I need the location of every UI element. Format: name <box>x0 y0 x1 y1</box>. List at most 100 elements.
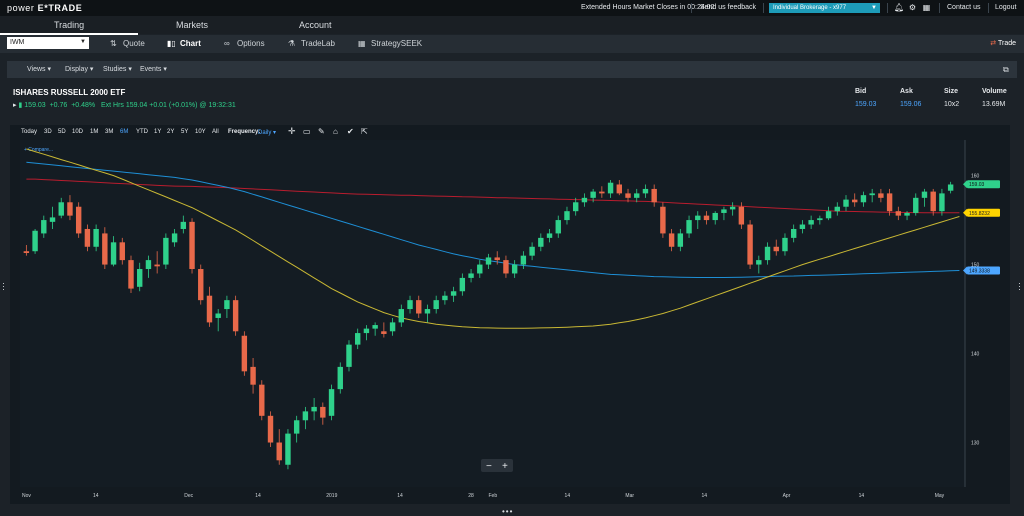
right-resize-handle[interactable]: · · · <box>1018 278 1021 294</box>
account-selector[interactable]: Individual Brokerage - x977 ▼ <box>769 3 880 13</box>
subnav-chart[interactable]: ▮▯ Chart <box>167 39 201 48</box>
magnet-icon[interactable]: ⌂ <box>333 127 338 136</box>
candle-body <box>389 322 396 332</box>
price-tag-arrow <box>963 266 967 275</box>
caret-down-icon: ▾ <box>47 66 52 73</box>
candle-body <box>285 433 291 465</box>
divider <box>887 3 888 13</box>
candle-body <box>215 313 221 318</box>
range-bar: Today 3D 5D 10D 1M 3M 6M YTD 1Y 2Y 5Y 10… <box>10 125 1010 140</box>
x-tick-label: May <box>935 493 945 499</box>
price-tag <box>967 266 1000 275</box>
crosshair-icon[interactable]: ✛ <box>288 126 296 136</box>
subnav-strategyseek[interactable]: ▦ StrategySEEK <box>358 39 422 48</box>
views-menu[interactable]: Views ▾ <box>27 65 51 73</box>
candle-body <box>337 366 343 390</box>
bell-icon[interactable]: 🔔︎ <box>894 3 905 12</box>
plot-area <box>20 140 965 487</box>
range-1m[interactable]: 1M <box>90 129 99 135</box>
chart-panel: Today 3D 5D 10D 1M 3M 6M YTD 1Y 2Y 5Y 10… <box>10 125 1010 504</box>
range-5d[interactable]: 5D <box>58 129 66 135</box>
tab-trading[interactable]: Trading <box>54 20 85 30</box>
candle-body <box>250 366 256 385</box>
subnav-quote[interactable]: ⇅ Quote <box>110 39 145 48</box>
frequency-select[interactable]: Daily ▾ <box>258 129 276 136</box>
candle-body <box>590 191 596 198</box>
bid-value: 159.03 <box>855 101 877 108</box>
candle-body <box>171 233 178 243</box>
check-circle-icon[interactable]: ✔ <box>347 127 354 136</box>
share-icon[interactable]: ⇱ <box>361 127 368 136</box>
brand-logo[interactable]: power E*TRADE <box>7 3 82 13</box>
pencil-icon[interactable]: ✎ <box>318 127 325 136</box>
candle-body <box>232 300 239 332</box>
zoom-out-button[interactable]: − <box>486 461 492 472</box>
divider <box>988 3 989 13</box>
chevron-down-icon[interactable]: ▼ <box>80 39 86 45</box>
grid-icon[interactable]: ▦ <box>922 3 931 12</box>
candle-body <box>712 212 718 221</box>
trade-button[interactable]: ⇄ Trade <box>990 39 1016 47</box>
range-3m[interactable]: 3M <box>105 129 114 135</box>
x-tick-label: 14 <box>255 493 261 499</box>
comment-icon[interactable]: ▭ <box>303 127 311 136</box>
compare-link[interactable]: + Compare... <box>24 147 53 153</box>
events-menu[interactable]: Events ▾ <box>140 65 167 73</box>
candle-body <box>581 197 588 203</box>
candle-body <box>773 246 779 252</box>
range-1y[interactable]: 1Y <box>154 129 162 135</box>
range-10d[interactable]: 10D <box>72 129 84 135</box>
studies-menu[interactable]: Studies ▾ <box>103 65 132 73</box>
top-bar: power E*TRADE Extended Hours Market Clos… <box>0 0 1024 16</box>
subnav-options[interactable]: ∞ Options <box>224 39 265 48</box>
moving-average-red <box>26 178 960 214</box>
candle-body <box>198 269 204 301</box>
candle-body <box>23 251 30 253</box>
symbol-input[interactable]: IWM <box>7 37 89 49</box>
range-5y[interactable]: 5Y <box>181 129 189 135</box>
y-tick-label: 140 <box>971 352 980 358</box>
logout-link[interactable]: Logout <box>995 4 1017 11</box>
price-chart[interactable]: 130 140 150 160 Nov 14 Dec 14 2019 14 28 Feb 14 Mar 14… <box>10 125 1010 504</box>
subnav-tradelab[interactable]: ⚗ TradeLab <box>288 39 335 48</box>
candle-body <box>913 197 919 213</box>
candle-body <box>372 325 378 329</box>
views-label: Views <box>27 66 46 73</box>
candle-body <box>416 300 422 314</box>
range-10y[interactable]: 10Y <box>195 129 206 135</box>
expand-arrow-icon[interactable]: ▸ <box>13 102 17 109</box>
studies-label: Studies <box>103 66 127 73</box>
send-feedback-link[interactable]: Send us feedback <box>700 4 757 11</box>
divider <box>939 3 940 13</box>
range-ytd[interactable]: YTD <box>136 129 148 135</box>
tab-markets[interactable]: Markets <box>176 20 209 30</box>
subnav-options-label: Options <box>237 39 265 48</box>
zoom-in-button[interactable]: + <box>502 461 508 472</box>
last-price: 159.03 <box>24 102 46 109</box>
y-tick-label: 150 <box>971 263 980 269</box>
range-all[interactable]: All <box>212 129 219 135</box>
range-6m[interactable]: 6M <box>120 129 129 135</box>
display-menu[interactable]: Display ▾ <box>65 65 93 73</box>
moving-average-yellow <box>26 148 960 329</box>
price-change: +0.76 <box>49 102 68 109</box>
gear-icon[interactable]: ⚙ <box>908 3 917 12</box>
active-tab-indicator <box>0 33 138 35</box>
y-tick-label: 160 <box>971 174 980 180</box>
candle-body <box>49 217 56 222</box>
range-today[interactable]: Today <box>21 129 38 135</box>
contact-us-link[interactable]: Contact us <box>947 4 981 11</box>
candle-body <box>346 344 352 367</box>
chart-toolbar: Views ▾ Display ▾ Studies ▾ Events ▾ ⧉ <box>7 61 1017 78</box>
bottom-resize-handle[interactable]: ••• <box>502 507 514 516</box>
x-tick-label: Nov <box>22 493 31 499</box>
popout-icon[interactable]: ⧉ <box>1003 65 1009 74</box>
left-resize-handle[interactable]: · · · <box>2 278 5 294</box>
tab-account[interactable]: Account <box>299 20 332 30</box>
price-tag <box>967 208 1000 217</box>
candle-body <box>110 242 117 265</box>
range-3d[interactable]: 3D <box>44 129 52 135</box>
candle-body <box>154 264 160 267</box>
range-2y[interactable]: 2Y <box>167 129 175 135</box>
candle-body <box>145 260 152 270</box>
